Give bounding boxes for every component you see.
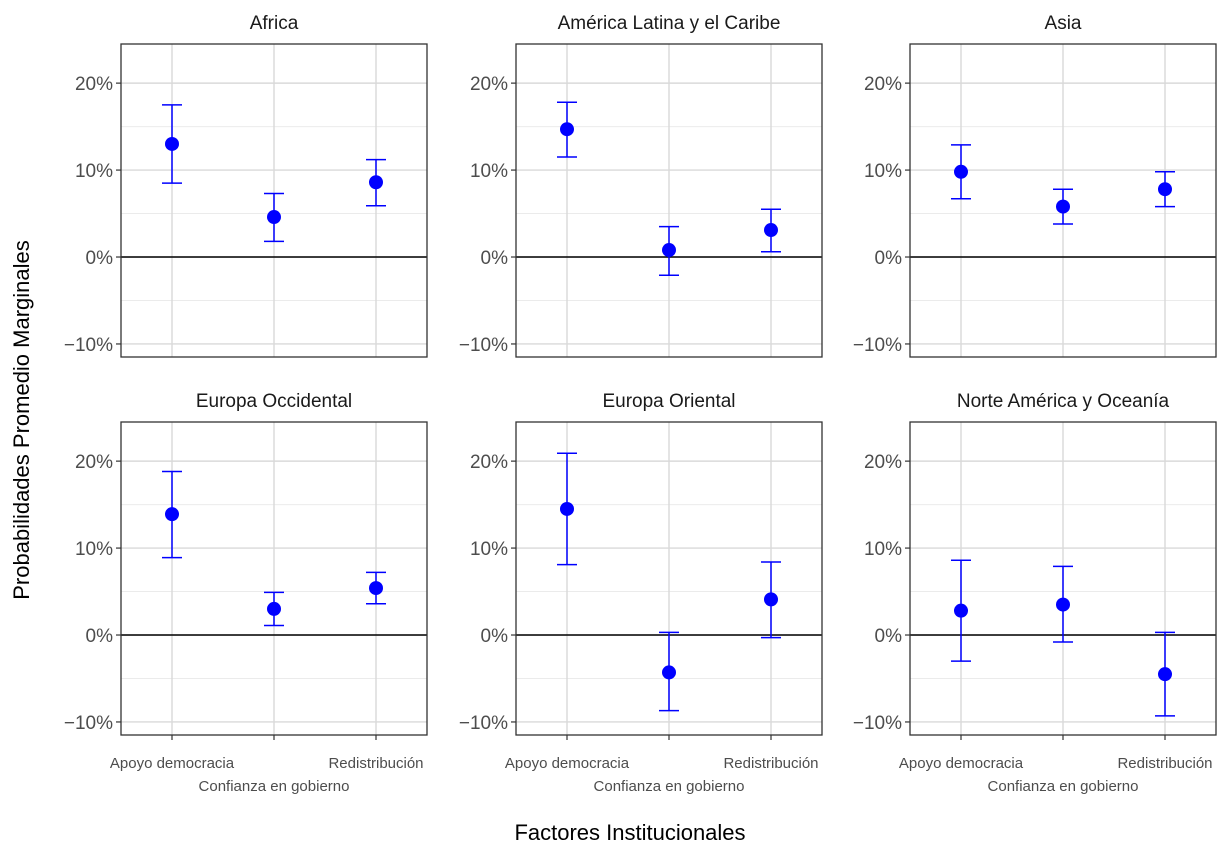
data-point — [1056, 597, 1070, 612]
data-point — [560, 501, 574, 516]
data-point — [764, 223, 778, 238]
panel-border — [515, 43, 823, 358]
panel-title: Africa — [250, 13, 299, 34]
data-point — [1158, 667, 1172, 682]
data-point — [1158, 182, 1172, 197]
x-tick-label: Redistribución — [723, 755, 818, 772]
y-tick-label: −10% — [64, 335, 113, 356]
y-tick-label: 20% — [470, 74, 508, 95]
data-point — [560, 122, 574, 137]
y-tick-label: 20% — [75, 452, 113, 473]
data-point — [165, 507, 179, 522]
y-tick-label: −10% — [853, 335, 902, 356]
y-tick-label: 0% — [481, 626, 509, 647]
panel-1: Africa −10% 0% 10% 20% — [64, 13, 428, 358]
data-point — [662, 665, 676, 680]
y-tick-label: −10% — [64, 713, 113, 734]
y-tick-label: −10% — [459, 713, 508, 734]
y-tick-label: 0% — [481, 248, 509, 269]
data-point — [1056, 199, 1070, 214]
y-tick-label: 0% — [875, 626, 903, 647]
x-tick-label: Redistribución — [1117, 755, 1212, 772]
data-point — [369, 175, 383, 190]
x-tick-label: Confianza en gobierno — [199, 778, 350, 795]
panel-border — [909, 43, 1217, 358]
y-tick-label: 20% — [864, 452, 902, 473]
panel-title: Europa Occidental — [196, 391, 352, 412]
y-tick-label: 10% — [470, 161, 508, 182]
data-point — [267, 210, 281, 225]
y-axis-title: Probabilidades Promedio Marginales — [9, 240, 34, 600]
y-tick-label: 20% — [75, 74, 113, 95]
y-tick-label: 20% — [864, 74, 902, 95]
x-tick-label: Apoyo democracia — [110, 755, 235, 772]
x-tick-label: Confianza en gobierno — [594, 778, 745, 795]
y-tick-label: 10% — [75, 539, 113, 560]
panel-4: Europa Occidental −10% 0% 10% 20% Apoyo democ… — [64, 391, 428, 795]
x-tick-label: Apoyo democracia — [899, 755, 1024, 772]
x-tick-label: Redistribución — [328, 755, 423, 772]
x-tick-label: Apoyo democracia — [505, 755, 630, 772]
y-tick-label: 0% — [86, 626, 114, 647]
data-point — [267, 601, 281, 616]
y-tick-label: 10% — [470, 539, 508, 560]
data-point — [369, 581, 383, 596]
y-tick-label: 10% — [864, 539, 902, 560]
x-axis-title: Factores Institucionales — [514, 820, 745, 845]
panel-6: Norte América y Oceanía −10% 0% 10% 20% Apoyo… — [853, 391, 1217, 795]
data-point — [764, 592, 778, 607]
data-point — [662, 243, 676, 258]
panel-3: Asia −10% 0% 10% 20% — [853, 13, 1217, 358]
y-tick-label: 10% — [864, 161, 902, 182]
panel-title: Norte América y Oceanía — [957, 391, 1170, 412]
panel-title: América Latina y el Caribe — [558, 13, 781, 34]
y-tick-label: −10% — [459, 335, 508, 356]
facet-panels: Africa−10%0%10%20%América Latina y el Ca… — [64, 13, 1217, 795]
y-tick-label: 0% — [875, 248, 903, 269]
panel-title: Asia — [1045, 13, 1082, 34]
y-tick-label: 20% — [470, 452, 508, 473]
panel-5: Europa Oriental −10% 0% 10% 20% Apoyo democra… — [459, 391, 823, 795]
data-point — [954, 164, 968, 179]
y-tick-label: 0% — [86, 248, 114, 269]
data-point — [954, 603, 968, 618]
panel-border — [120, 43, 428, 358]
y-tick-label: 10% — [75, 161, 113, 182]
x-tick-label: Confianza en gobierno — [988, 778, 1139, 795]
y-tick-label: −10% — [853, 713, 902, 734]
data-point — [165, 136, 179, 151]
panel-2: América Latina y el Caribe −10% 0% 10% 20% — [459, 13, 823, 358]
panel-title: Europa Oriental — [602, 391, 735, 412]
